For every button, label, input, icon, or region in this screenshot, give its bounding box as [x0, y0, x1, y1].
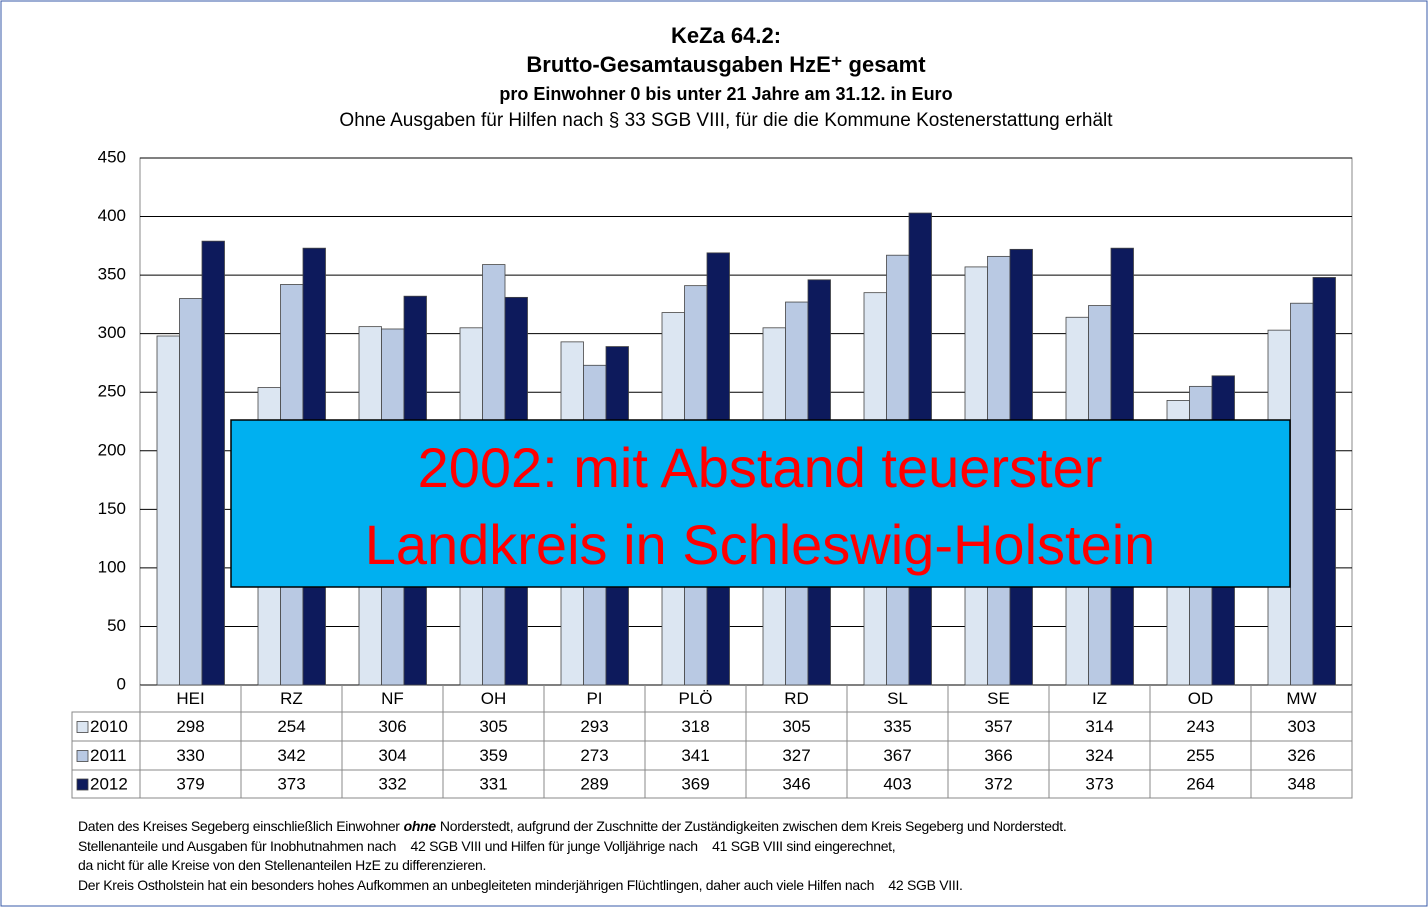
footnote-text: Stellenanteile und Ausgaben für Inobhutn…: [78, 837, 896, 854]
legend-swatch: [76, 778, 89, 791]
footnote: Daten des Kreises Segeberg einschließlic…: [78, 817, 1067, 837]
chart-title: Brutto-Gesamtausgaben HzE⁺ gesamt: [526, 52, 926, 77]
x-tick-label: MW: [1286, 689, 1316, 708]
footnote-text: ohne: [403, 818, 437, 834]
y-tick-label: 200: [98, 440, 126, 459]
table-value: 318: [681, 717, 709, 736]
table-value: 326: [1287, 746, 1315, 765]
y-tick-label: 450: [98, 147, 126, 166]
footnotes: Daten des Kreises Segeberg einschließlic…: [78, 817, 1067, 896]
bar: [156, 335, 180, 686]
footnote: Stellenanteile und Ausgaben für Inobhutn…: [78, 837, 1066, 857]
table-frame: [71, 711, 1353, 799]
table-value: 403: [883, 774, 911, 793]
table-value: 327: [782, 746, 810, 765]
table-value: 306: [378, 717, 406, 736]
bar: [179, 298, 203, 686]
table-value: 305: [782, 717, 810, 736]
footnote: da nicht für alle Kreise von den Stellen…: [78, 856, 1066, 876]
table-value: 341: [681, 746, 709, 765]
annotation-box: [230, 419, 1291, 588]
footnote-text: Daten des Kreises Segeberg einschließlic…: [78, 818, 400, 834]
table-value: 342: [277, 746, 305, 765]
table-value: 331: [479, 774, 507, 793]
x-tick-label: SL: [887, 689, 908, 708]
chart-title: KeZa 64.2:: [671, 23, 781, 48]
footnote: Der Kreis Ostholstein hat ein besonders …: [78, 876, 1066, 896]
chart-subtitle: pro Einwohner 0 bis unter 21 Jahre am 31…: [499, 84, 952, 104]
table-value: 359: [479, 746, 507, 765]
y-tick-label: 100: [98, 557, 126, 576]
table-value: 373: [1085, 774, 1113, 793]
x-tick-label: OD: [1188, 689, 1214, 708]
legend-label: 2010: [90, 717, 128, 736]
table-value: 373: [277, 774, 305, 793]
x-tick-label: SE: [987, 689, 1010, 708]
footnote-text: da nicht für alle Kreise von den Stellen…: [78, 857, 487, 873]
y-tick-label: 400: [98, 206, 126, 225]
bar: [201, 240, 225, 686]
table-value: 348: [1287, 774, 1315, 793]
table-value: 335: [883, 717, 911, 736]
table-value: 293: [580, 717, 608, 736]
table-value: 346: [782, 774, 810, 793]
table-value: 303: [1287, 717, 1315, 736]
x-tick-label: PI: [586, 689, 602, 708]
legend-swatch: [76, 721, 89, 733]
table-value: 357: [984, 717, 1012, 736]
table-value: 264: [1186, 774, 1214, 793]
legend-swatch: [76, 750, 89, 762]
x-tick-label: HEI: [176, 689, 204, 708]
table-value: 369: [681, 774, 709, 793]
x-tick-label: NF: [381, 689, 404, 708]
footnote-text: Norderstedt, aufgrund der Zuschnitte der…: [439, 818, 1067, 834]
y-tick-label: 50: [107, 616, 126, 635]
table-value: 332: [378, 774, 406, 793]
x-tick-label: IZ: [1092, 689, 1107, 708]
table-value: 372: [984, 774, 1012, 793]
table-value: 324: [1085, 746, 1113, 765]
table-value: 254: [277, 717, 305, 736]
y-tick-label: 250: [98, 382, 126, 401]
y-tick-label: 300: [98, 323, 126, 342]
table-value: 305: [479, 717, 507, 736]
bar: [1290, 302, 1314, 686]
y-tick-label: 350: [98, 265, 126, 284]
table-value: 298: [176, 717, 204, 736]
annotation: Landkreis in Schleswig-Holstein: [365, 513, 1156, 576]
table-value: 273: [580, 746, 608, 765]
y-tick-label: 150: [98, 499, 126, 518]
table-value: 330: [176, 746, 204, 765]
x-tick-label: OH: [481, 689, 507, 708]
x-tick-label: RD: [784, 689, 809, 708]
legend-label: 2011: [90, 746, 127, 765]
annotation: 2002: mit Abstand teuerster: [418, 436, 1103, 499]
bar: [1312, 277, 1336, 686]
table-value: 314: [1085, 717, 1113, 736]
chart-subtitle: Ohne Ausgaben für Hilfen nach § 33 SGB V…: [339, 110, 1113, 131]
table-value: 379: [176, 774, 204, 793]
table-value: 304: [378, 746, 406, 765]
table-value: 289: [580, 774, 608, 793]
table-value: 243: [1186, 717, 1214, 736]
table-value: 255: [1186, 746, 1214, 765]
footnote-text: Der Kreis Ostholstein hat ein besonders …: [78, 876, 963, 893]
x-tick-label: PLÖ: [678, 689, 712, 708]
table-value: 366: [984, 746, 1012, 765]
x-tick-label: RZ: [280, 689, 303, 708]
y-tick-label: 0: [117, 674, 126, 693]
legend-label: 2012: [90, 774, 128, 793]
table-value: 367: [883, 746, 911, 765]
